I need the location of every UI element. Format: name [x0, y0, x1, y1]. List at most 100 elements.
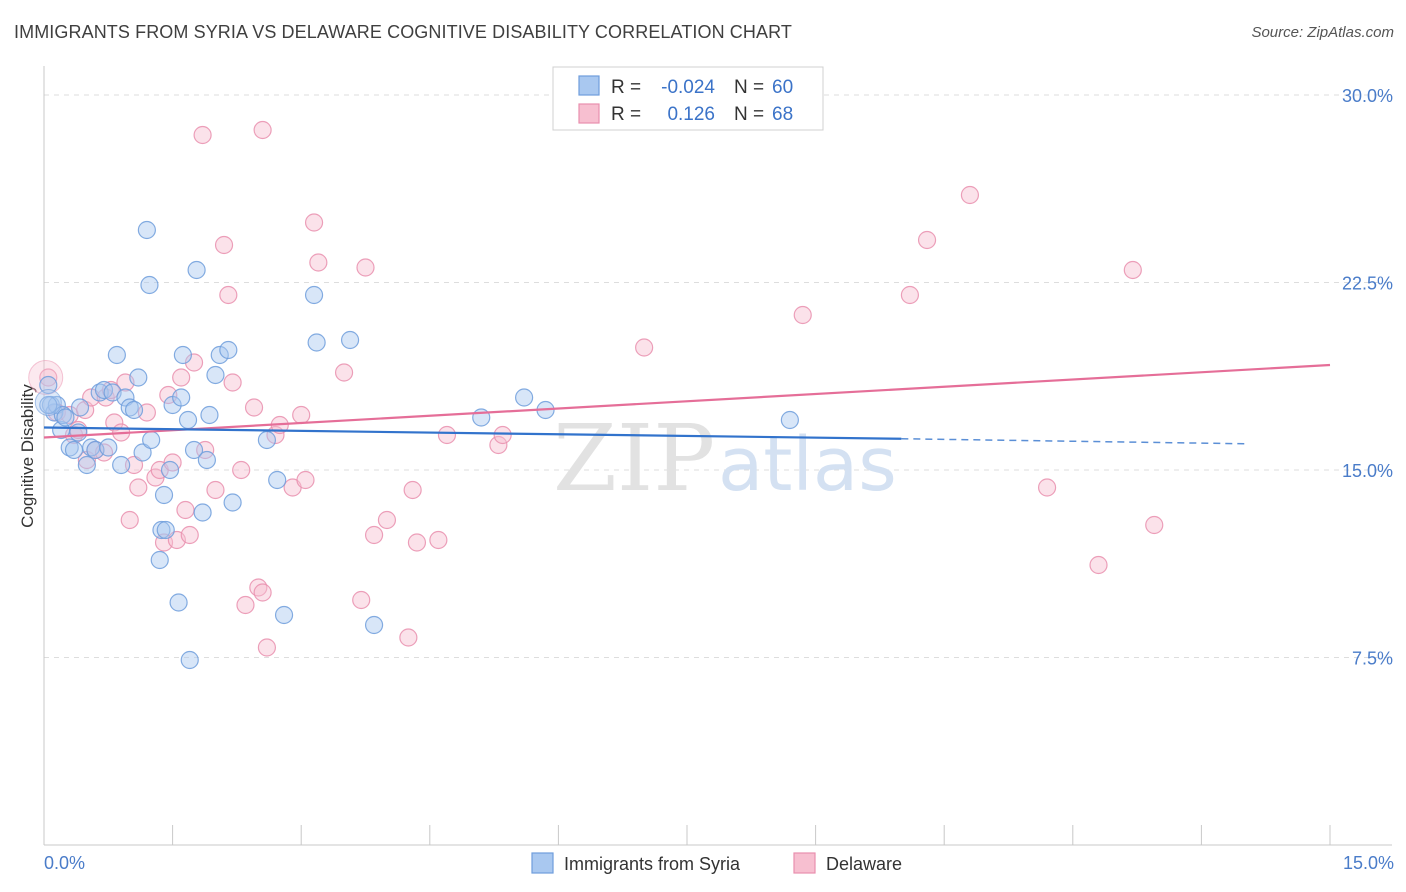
syria-point [154, 485, 174, 505]
syria-point [515, 388, 534, 407]
chart-title: IMMIGRANTS FROM SYRIA VS DELAWARE COGNIT… [14, 22, 792, 42]
delaware-series-label: Delaware [826, 854, 902, 874]
syria-point [156, 520, 175, 540]
syria-point [107, 345, 126, 365]
syria-point [184, 440, 204, 460]
syria-point [99, 438, 118, 457]
syria-r-label: R = [611, 77, 641, 98]
syria-point [210, 345, 229, 365]
delaware-trend-line [43, 363, 1331, 439]
syria-point [197, 450, 216, 470]
delaware-point [304, 213, 324, 232]
delaware-point [105, 413, 124, 432]
delaware-point [253, 583, 272, 602]
delaware-point [219, 285, 238, 305]
delaware-point [309, 253, 328, 272]
syria-point [364, 615, 384, 635]
delaware-point [960, 185, 980, 205]
syria-point [112, 455, 131, 475]
syria-point [219, 340, 238, 360]
delaware-legend-swatch [578, 103, 600, 124]
delaware-n-label: N = [734, 104, 764, 125]
delaware-point [407, 533, 427, 552]
syria-point [187, 260, 206, 280]
delaware-point [292, 405, 311, 425]
syria-trend-line [43, 426, 902, 440]
gridlines [44, 94, 1392, 658]
syria-point [178, 410, 198, 430]
delaware-point [253, 120, 272, 140]
delaware-point [493, 425, 512, 445]
y-tick-label: 7.5% [1352, 649, 1393, 669]
delaware-n-value: 68 [772, 104, 793, 125]
trend-lines [43, 363, 1331, 445]
delaware-point [793, 305, 812, 325]
syria-point [780, 410, 799, 430]
syria-point [160, 460, 180, 480]
delaware-point [39, 368, 58, 387]
y-tick-label: 15.0% [1342, 461, 1393, 481]
delaware-point [364, 525, 384, 545]
delaware-point [1145, 515, 1164, 535]
y-axis-label: Cognitive Disability [18, 384, 37, 528]
syria-points [34, 220, 799, 670]
syria-n-label: N = [734, 77, 764, 98]
syria-point [150, 550, 169, 570]
delaware-points [28, 120, 1164, 657]
syria-point [39, 395, 58, 415]
syria-n-value: 60 [772, 77, 793, 98]
delaware-point [900, 285, 920, 305]
syria-point [169, 593, 188, 612]
delaware-point [232, 460, 251, 480]
watermark-zip: ZIP [553, 405, 715, 512]
delaware-point [356, 258, 375, 277]
syria-point [268, 470, 287, 490]
syria-point [137, 220, 156, 240]
delaware-point [120, 510, 139, 530]
delaware-point [206, 480, 225, 500]
stats-legend: R = -0.024 N = 60 R = 0.126 N = 68 [552, 66, 824, 131]
delaware-r-value: 0.126 [667, 104, 715, 125]
y-tick-label: 22.5% [1342, 274, 1393, 294]
syria-point [116, 388, 135, 407]
syria-point [304, 285, 324, 305]
syria-point [77, 455, 96, 475]
syria-point [39, 375, 58, 395]
delaware-point [429, 530, 448, 550]
delaware-point [244, 398, 264, 417]
delaware-point [193, 125, 212, 145]
syria-series-swatch [531, 852, 554, 874]
syria-legend-swatch [578, 75, 600, 96]
delaware-point [223, 373, 242, 392]
delaware-point [489, 435, 508, 455]
delaware-point [917, 230, 937, 250]
syria-point [64, 440, 84, 460]
syria-point [56, 408, 75, 427]
delaware-r-label: R = [611, 104, 641, 125]
delaware-point [1089, 555, 1108, 575]
delaware-point [129, 478, 148, 497]
delaware-point [403, 480, 422, 500]
delaware-point [214, 235, 234, 255]
delaware-point [377, 510, 397, 530]
delaware-point [124, 455, 144, 475]
syria-point [257, 430, 277, 450]
delaware-point [334, 363, 354, 382]
delaware-point [257, 638, 277, 657]
syria-point [193, 503, 212, 522]
syria-point [223, 493, 242, 512]
syria-cluster-point [34, 389, 62, 416]
syria-series-label: Immigrants from Syria [564, 854, 741, 874]
syria-point [200, 405, 219, 425]
syria-point [152, 520, 171, 540]
syria-point [140, 275, 159, 295]
delaware-point [176, 500, 195, 520]
syria-point [129, 368, 148, 387]
x-tick-label-end: 15.0% [1343, 853, 1394, 873]
axes [43, 66, 1392, 846]
series-legend: Immigrants from Syria Delaware [531, 852, 902, 874]
delaware-point [236, 595, 255, 615]
syria-point [124, 400, 144, 420]
delaware-point [1123, 260, 1142, 280]
